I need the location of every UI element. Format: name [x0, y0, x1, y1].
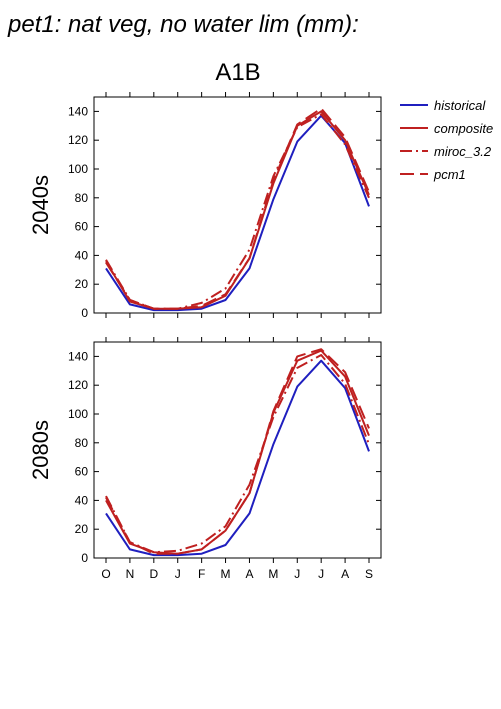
- panels: 0 20 40 60 80 100 120 140 2040s 0 20 40 60 80 100 120 14…: [28, 92, 382, 581]
- legend-label: miroc_3.2: [434, 144, 492, 159]
- series-line-pcm1: [105, 348, 370, 555]
- series-line-composite: [105, 349, 370, 555]
- x-tick-label: A: [245, 567, 253, 581]
- x-tick-label: M: [268, 567, 278, 581]
- x-tick-label: N: [126, 567, 135, 581]
- x-tick-label: J: [175, 567, 181, 581]
- y-tick-label: 60: [75, 465, 89, 479]
- legend-item: miroc_3.2: [400, 144, 492, 159]
- y-tick-label: 0: [81, 551, 88, 565]
- x-tick-label: J: [294, 567, 300, 581]
- y-tick-label: 80: [75, 436, 89, 450]
- x-tick-label: A: [341, 567, 349, 581]
- panel-2040s: 0 20 40 60 80 100 120 140 2040s: [28, 92, 382, 320]
- x-tick-label: O: [101, 567, 110, 581]
- x-tick-label: J: [318, 567, 324, 581]
- legend: historical composite miroc_3.2 pcm1: [400, 98, 493, 182]
- plot-frame: [93, 341, 382, 559]
- row-label: 2040s: [28, 175, 53, 235]
- y-tick-label: 140: [68, 104, 88, 118]
- y-tick-label: 120: [68, 378, 88, 392]
- legend-item: historical: [400, 98, 486, 113]
- legend-label: historical: [434, 98, 486, 113]
- x-tick-label: S: [365, 567, 373, 581]
- series-line-historical: [105, 359, 370, 557]
- y-tick-label: 80: [75, 191, 89, 205]
- scenario-title: A1B: [215, 59, 260, 86]
- y-tick-label: 40: [75, 248, 89, 262]
- series-line-miroc-3-2: [105, 113, 370, 310]
- y-tick-label: 20: [75, 522, 89, 536]
- legend-label: pcm1: [433, 167, 466, 182]
- legend-item: composite: [400, 121, 493, 136]
- y-tick-label: 100: [68, 407, 88, 421]
- y-tick-label: 20: [75, 277, 89, 291]
- y-tick-label: 0: [81, 306, 88, 320]
- series-line-miroc-3-2: [105, 354, 370, 554]
- x-tick-label: M: [221, 567, 231, 581]
- y-tick-label: 40: [75, 493, 89, 507]
- y-tick-label: 140: [68, 349, 88, 363]
- x-tick-label: F: [198, 567, 205, 581]
- row-label: 2080s: [28, 420, 53, 480]
- series-line-pcm1: [105, 107, 370, 310]
- series-line-composite: [105, 110, 370, 310]
- legend-label: composite: [434, 121, 493, 136]
- plot-frame: [93, 96, 382, 314]
- y-tick-label: 120: [68, 133, 88, 147]
- y-tick-label: 100: [68, 162, 88, 176]
- y-tick-label: 60: [75, 220, 89, 234]
- legend-item: pcm1: [400, 167, 466, 182]
- series-line-historical: [105, 114, 370, 312]
- figure-title: pet1: nat veg, no water lim (mm):: [7, 11, 359, 38]
- x-tick-label: D: [149, 567, 158, 581]
